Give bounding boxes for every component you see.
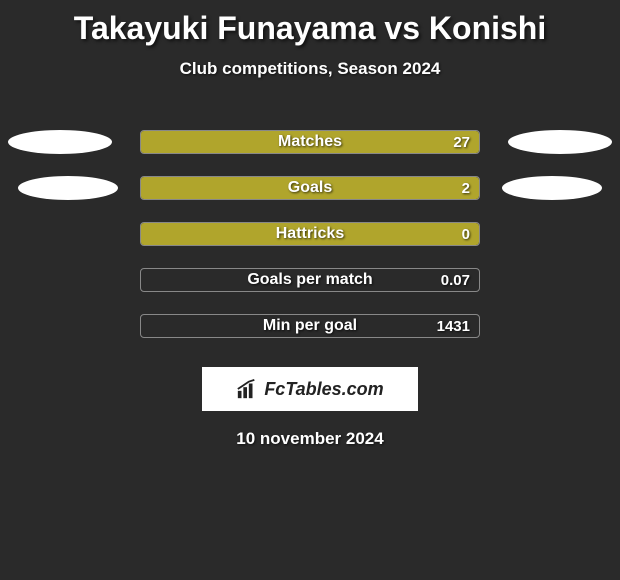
subtitle: Club competitions, Season 2024 bbox=[0, 59, 620, 79]
player-left-marker bbox=[8, 130, 112, 154]
chart-row: Matches 27 bbox=[0, 119, 620, 165]
bar-track: Goals bbox=[140, 176, 480, 200]
bar-label: Min per goal bbox=[141, 315, 479, 337]
bar-track: Hattricks bbox=[140, 222, 480, 246]
player-right-marker bbox=[502, 176, 602, 200]
bar-fill-right bbox=[141, 131, 479, 153]
comparison-chart: Matches 27 Goals 2 Hattricks 0 Goals per… bbox=[0, 119, 620, 349]
bar-track: Matches bbox=[140, 130, 480, 154]
chart-row: Goals 2 bbox=[0, 165, 620, 211]
bar-label: Goals per match bbox=[141, 269, 479, 291]
date-text: 10 november 2024 bbox=[0, 429, 620, 449]
chart-row: Hattricks 0 bbox=[0, 211, 620, 257]
bar-track: Goals per match bbox=[140, 268, 480, 292]
value-right: 2 bbox=[462, 180, 470, 197]
chart-icon bbox=[236, 378, 258, 400]
chart-row: Min per goal 1431 bbox=[0, 303, 620, 349]
value-right: 27 bbox=[453, 134, 470, 151]
value-right: 0.07 bbox=[441, 272, 470, 289]
bar-track: Min per goal bbox=[140, 314, 480, 338]
player-left-marker bbox=[18, 176, 118, 200]
logo-box[interactable]: FcTables.com bbox=[202, 367, 418, 411]
value-right: 0 bbox=[462, 226, 470, 243]
value-right: 1431 bbox=[437, 318, 470, 335]
bar-fill-right bbox=[141, 223, 479, 245]
bar-fill-right bbox=[141, 177, 479, 199]
chart-row: Goals per match 0.07 bbox=[0, 257, 620, 303]
player-right-marker bbox=[508, 130, 612, 154]
page-title: Takayuki Funayama vs Konishi bbox=[0, 0, 620, 47]
logo-text: FcTables.com bbox=[264, 379, 383, 400]
